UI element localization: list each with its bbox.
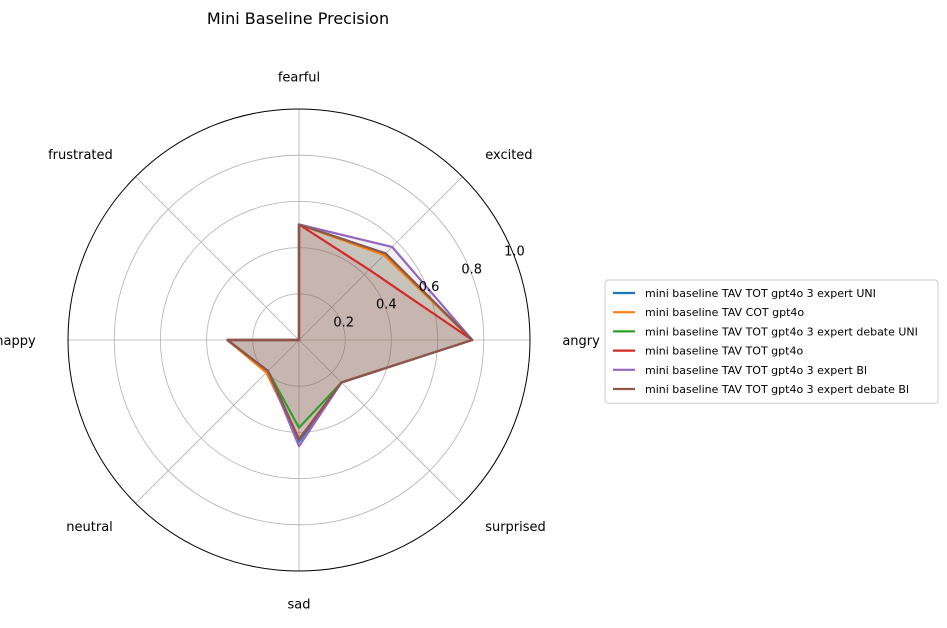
legend-entry: mini baseline TAV TOT gpt4o 3 expert UNI: [645, 287, 876, 300]
series-fill: [227, 224, 473, 440]
grid-layer: [67, 108, 531, 572]
radial-tick-label: 0.6: [419, 280, 440, 295]
radial-tick-label: 0.8: [461, 262, 482, 277]
spoke-gridline: [298, 176, 463, 341]
category-label: angry: [562, 334, 600, 349]
legend-entry: mini baseline TAV TOT gpt4o: [645, 345, 803, 358]
series-line: [226, 223, 474, 441]
category-label: neutral: [66, 520, 113, 535]
series-fill: [227, 224, 473, 440]
spoke-gridline: [135, 339, 300, 504]
legend-entry: mini baseline TAV TOT gpt4o 3 expert deb…: [645, 383, 909, 396]
radial-tick-label: 0.4: [376, 298, 397, 313]
chart-title: Mini Baseline Precision: [207, 9, 389, 28]
category-label: fearful: [278, 71, 320, 86]
category-label: frustrated: [48, 148, 113, 163]
radial-tick-label: 0.2: [333, 315, 354, 330]
category-label: happy: [0, 334, 36, 349]
legend-box: [604, 279, 939, 404]
series-fill: [227, 224, 473, 428]
spoke-gridline: [135, 176, 300, 341]
series-fill: [227, 224, 473, 440]
legend-entry: mini baseline TAV COT gpt4o: [645, 306, 804, 319]
legend-entry: mini baseline TAV TOT gpt4o 3 expert BI: [645, 364, 867, 377]
spoke-gridline: [298, 339, 463, 504]
category-label: sad: [288, 597, 311, 612]
category-label: excited: [485, 148, 532, 163]
category-label: surprised: [485, 520, 546, 535]
polar-frame: [67, 108, 531, 572]
radial-tick-label: 1.0: [504, 245, 525, 260]
series-layer: [226, 223, 474, 448]
legend-entry: mini baseline TAV TOT gpt4o 3 expert deb…: [645, 325, 918, 338]
label-layer: angry excited fearful frustrated happy neutra…: [0, 71, 600, 613]
legend: mini baseline TAV TOT gpt4o 3 expert UNI…: [604, 279, 939, 404]
series-fill: [227, 224, 473, 442]
